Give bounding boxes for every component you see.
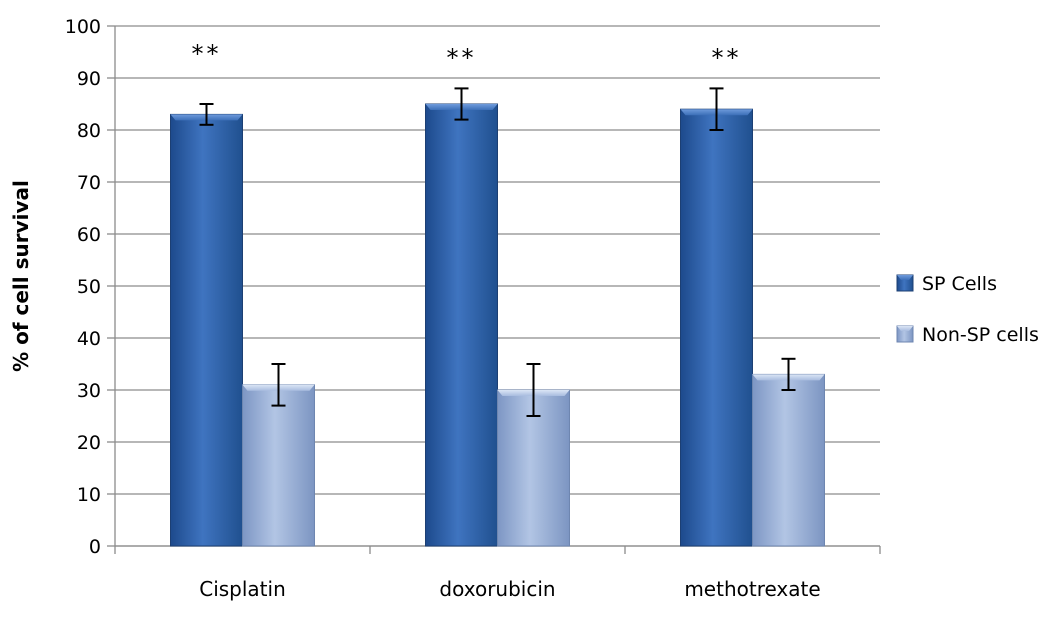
y-tick-label: 80 — [77, 120, 101, 142]
bar — [680, 108, 753, 547]
y-tick-label: 40 — [77, 328, 101, 350]
y-tick-label: 10 — [77, 484, 101, 506]
x-category-label: Cisplatin — [199, 577, 286, 601]
y-tick-label: 0 — [89, 536, 101, 558]
bars — [170, 103, 825, 547]
bar — [170, 113, 243, 547]
y-axis-title: % of cell survival — [9, 180, 33, 372]
labels: 0 10 20 30 40 50 60 70 80 90 100 Cisplatin ** doxorub… — [9, 16, 821, 601]
bar — [497, 389, 570, 547]
legend-label: Non-SP cells — [922, 324, 1039, 346]
bar — [425, 103, 498, 547]
y-tick-label: 50 — [77, 276, 101, 298]
y-tick-label: 70 — [77, 172, 101, 194]
significance-annotation: ** — [447, 44, 477, 72]
bar — [752, 373, 825, 547]
significance-annotation: ** — [192, 40, 222, 68]
x-category-label: methotrexate — [684, 577, 820, 601]
bar — [242, 384, 315, 547]
x-category-label: doxorubicin — [439, 577, 555, 601]
y-tick-label: 30 — [77, 380, 101, 402]
y-tick-label: 20 — [77, 432, 101, 454]
legend-swatch-bevel — [897, 326, 913, 331]
error-bars — [199, 87, 796, 417]
y-tick-label: 90 — [77, 68, 101, 90]
legend-swatch-bevel — [897, 275, 913, 280]
legend-label: SP Cells — [922, 273, 997, 295]
significance-annotation: ** — [712, 44, 742, 72]
legend: SP Cells Non-SP cells — [896, 273, 1039, 346]
y-tick-label: 100 — [65, 16, 101, 38]
y-tick-label: 60 — [77, 224, 101, 246]
